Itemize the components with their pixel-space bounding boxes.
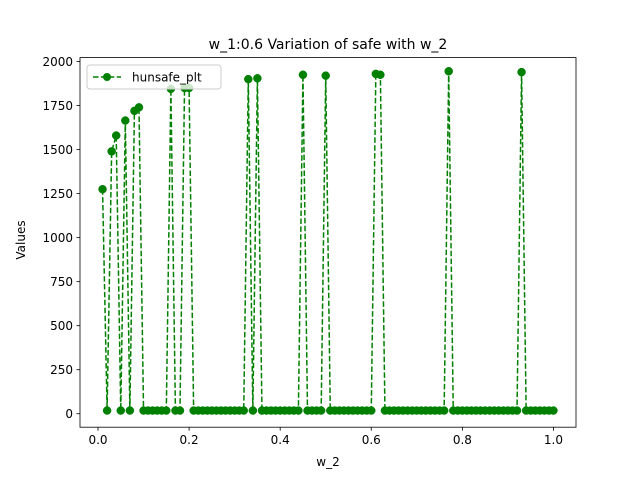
x-axis: 0.0 0.2 0.4 0.6 0.8 1.0: [88, 427, 563, 447]
data-point: [367, 406, 376, 415]
y-tick-label: 0: [65, 407, 73, 421]
x-tick-label: 0.6: [362, 433, 381, 447]
y-tick-label: 1250: [42, 187, 73, 201]
y-tick-label: 750: [50, 275, 73, 289]
x-tick-label: 0.8: [453, 433, 472, 447]
data-point: [239, 406, 248, 415]
data-point: [111, 131, 121, 140]
data-point: [439, 406, 449, 415]
data-point: [244, 74, 253, 84]
chart-title: w_1:0.6 Variation of safe with w_2: [209, 37, 448, 53]
data-point: [98, 184, 107, 194]
data-point: [125, 406, 135, 415]
data-point: [134, 103, 144, 112]
data-point: [175, 406, 185, 415]
legend-label: hunsafe_plt: [132, 70, 202, 84]
data-point: [444, 67, 453, 76]
y-tick-label: 500: [50, 319, 73, 333]
data-point: [248, 406, 258, 415]
x-tick-label: 0.0: [88, 433, 107, 447]
data-point: [316, 406, 326, 415]
x-axis-label: w_2: [316, 455, 339, 469]
y-tick-label: 1000: [42, 231, 73, 245]
data-point: [253, 74, 262, 83]
y-tick-label: 250: [50, 363, 73, 377]
data-point: [549, 406, 558, 415]
plot-area: [79, 57, 577, 428]
y-tick-label: 1500: [42, 143, 73, 157]
data-point: [321, 71, 330, 80]
data-point: [121, 116, 130, 125]
data-point: [517, 67, 526, 77]
y-tick-label: 1750: [42, 99, 73, 113]
data-point: [512, 406, 522, 415]
x-tick-label: 0.4: [271, 433, 290, 447]
data-point: [116, 406, 126, 415]
y-axis: 0 250 500 750 1000 1250 1500 1750 2000: [42, 55, 80, 421]
data-point: [102, 406, 112, 415]
x-tick-label: 1.0: [544, 433, 563, 447]
legend: hunsafe_plt: [86, 64, 222, 90]
legend-marker: [103, 73, 111, 81]
legend-box: [86, 64, 222, 90]
y-tick-label: 2000: [42, 55, 73, 69]
data-point: [376, 70, 385, 80]
data-point: [298, 70, 308, 80]
data-point: [294, 406, 303, 415]
data-point: [107, 147, 116, 156]
data-point: [162, 406, 171, 415]
axes-frame: [79, 57, 577, 428]
x-tick-label: 0.2: [180, 433, 199, 447]
y-axis-label: Values: [14, 220, 28, 259]
